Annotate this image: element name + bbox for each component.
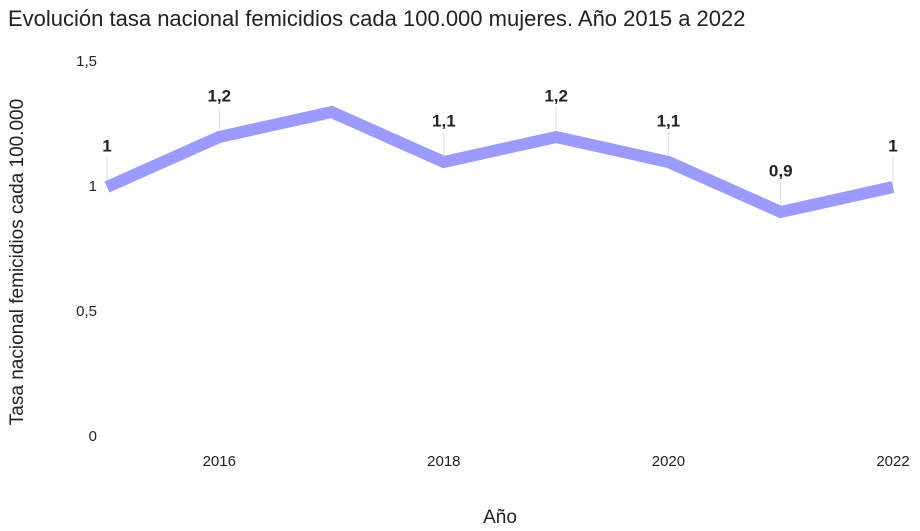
data-label: 1,1 <box>657 111 681 130</box>
x-tick-label: 2020 <box>652 453 685 470</box>
x-tick-label: 2018 <box>427 453 460 470</box>
y-tick-label: 1 <box>89 178 97 195</box>
data-label: 1,2 <box>207 86 231 105</box>
x-tick-label: 2022 <box>876 453 909 470</box>
data-label: 0,9 <box>769 161 793 180</box>
y-axis-title: Tasa nacional femicidios cada 100.000 <box>7 99 28 425</box>
data-label: 1,2 <box>544 86 568 105</box>
x-axis-title: Año <box>483 507 517 528</box>
y-tick-label: 0,5 <box>76 303 97 320</box>
x-tick-label: 2016 <box>203 453 236 470</box>
y-tick-label: 1,5 <box>76 53 97 70</box>
chart-title: Evolución tasa nacional femicidios cada … <box>8 6 746 31</box>
data-label: 1 <box>102 136 111 155</box>
data-line <box>104 105 895 219</box>
y-tick-label: 0 <box>89 428 97 445</box>
data-label: 1 <box>888 136 897 155</box>
data-label: 1,1 <box>432 111 456 130</box>
